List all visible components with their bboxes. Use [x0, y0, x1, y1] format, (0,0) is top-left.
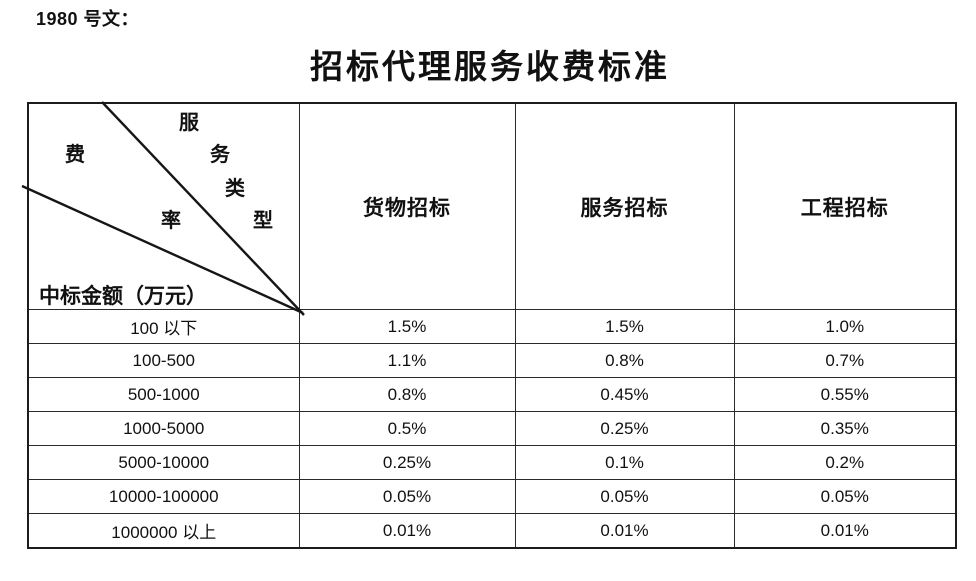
- document-ref-number: 1980 号文：: [36, 9, 140, 29]
- services-rate-cell: 0.1%: [514, 445, 735, 480]
- works-rate-cell: 1.0%: [733, 309, 957, 344]
- diagonal-line-upper: [101, 101, 305, 316]
- column-header-works: 工程招标: [733, 102, 957, 310]
- diagonal-lines: [21, 101, 305, 316]
- goods-rate-cell: 1.1%: [298, 343, 516, 378]
- amount-range-cell: 5000-10000: [27, 445, 300, 480]
- works-rate-cell: 0.7%: [733, 343, 957, 378]
- goods-rate-cell: 0.25%: [298, 445, 516, 480]
- goods-rate-cell: 0.8%: [298, 377, 516, 412]
- amount-range-cell: 500-1000: [27, 377, 300, 412]
- corner-label-service-char: 服: [179, 112, 199, 134]
- table-row: 10000-100000 0.05% 0.05% 0.05%: [27, 479, 957, 514]
- works-rate-cell: 0.2%: [733, 445, 957, 480]
- corner-label-fee-char: 率: [161, 210, 181, 232]
- services-rate-cell: 0.45%: [514, 377, 735, 412]
- services-rate-cell: 1.5%: [514, 309, 735, 344]
- amount-range-cell: 1000000 以上: [27, 513, 300, 549]
- works-rate-cell: 0.35%: [733, 411, 957, 446]
- column-header-goods: 货物招标: [298, 102, 516, 310]
- goods-rate-cell: 0.05%: [298, 479, 516, 514]
- goods-rate-cell: 1.5%: [298, 309, 516, 344]
- header-row: 服 务 类 型 费 率 中标金额（万元） 货物招标 服务招标 工程招标: [21, 101, 957, 316]
- goods-rate-cell: 0.01%: [298, 513, 516, 549]
- table-row: 1000000 以上 0.01% 0.01% 0.01%: [27, 513, 957, 549]
- column-header-services: 服务招标: [514, 102, 735, 310]
- goods-rate-cell: 0.5%: [298, 411, 516, 446]
- works-rate-cell: 0.05%: [733, 479, 957, 514]
- works-rate-cell: 0.55%: [733, 377, 957, 412]
- page-title: 招标代理服务收费标准: [310, 50, 670, 86]
- corner-label-service-char: 类: [225, 178, 245, 200]
- table-row: 100-500 1.1% 0.8% 0.7%: [27, 343, 957, 378]
- diagonal-line-lower: [21, 184, 304, 315]
- amount-range-cell: 10000-100000: [27, 479, 300, 514]
- table-row: 5000-10000 0.25% 0.1% 0.2%: [27, 445, 957, 480]
- corner-label-amount-axis: 中标金额（万元）: [39, 284, 207, 308]
- corner-label-service-char: 型: [253, 210, 273, 232]
- table-row: 500-1000 0.8% 0.45% 0.55%: [27, 377, 957, 412]
- table-row: 1000-5000 0.5% 0.25% 0.35%: [27, 411, 957, 446]
- services-rate-cell: 0.8%: [514, 343, 735, 378]
- amount-range-cell: 100 以下: [27, 309, 300, 344]
- diagonal-header-cell: 服 务 类 型 费 率 中标金额（万元）: [21, 101, 305, 316]
- services-rate-cell: 0.05%: [514, 479, 735, 514]
- amount-range-cell: 1000-5000: [27, 411, 300, 446]
- table-row: 100 以下 1.5% 1.5% 1.0%: [27, 309, 957, 344]
- works-rate-cell: 0.01%: [733, 513, 957, 549]
- services-rate-cell: 0.01%: [514, 513, 735, 549]
- services-rate-cell: 0.25%: [514, 411, 735, 446]
- amount-range-cell: 100-500: [27, 343, 300, 378]
- corner-label-fee-char: 费: [65, 144, 85, 166]
- corner-label-service-char: 务: [210, 144, 230, 166]
- fee-standard-table: 服 务 类 型 费 率 中标金额（万元） 货物招标 服务招标 工程招标 100 …: [21, 101, 957, 549]
